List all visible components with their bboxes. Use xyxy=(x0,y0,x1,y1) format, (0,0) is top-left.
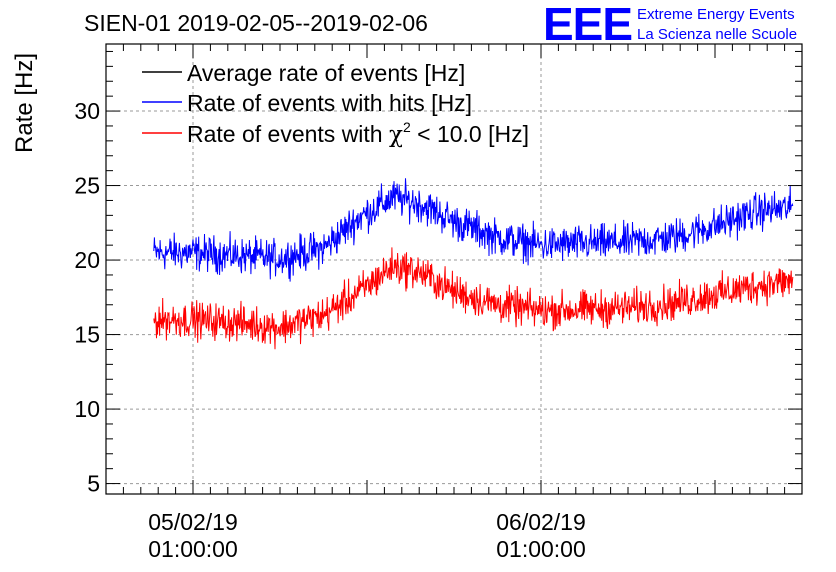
y-tick-label: 30 xyxy=(74,98,100,124)
y-tick-labels: 5 10 15 20 25 30 xyxy=(74,98,100,497)
x-tick-label-time: 01:00:00 xyxy=(148,536,238,562)
x-tick-label-date: 06/02/19 xyxy=(496,509,586,535)
chart-title: SIEN-01 2019-02-05--2019-02-06 xyxy=(84,10,428,36)
x-tick-label-time: 01:00:00 xyxy=(496,536,586,562)
legend-label-chi2-suffix: < 10.0 [Hz] xyxy=(411,121,529,147)
y-tick-label: 20 xyxy=(74,247,100,273)
series-line xyxy=(153,247,794,350)
y-tick-label: 15 xyxy=(74,322,100,348)
ticks xyxy=(105,44,803,494)
logo-line-2: La Scienza nelle Scuole xyxy=(637,26,797,43)
logo-line-1: Extreme Energy Events xyxy=(637,6,795,23)
x-tick-label-date: 05/02/19 xyxy=(148,509,238,535)
y-tick-label: 5 xyxy=(87,471,100,497)
logo-mark: EEE xyxy=(543,0,632,50)
y-tick-label: 10 xyxy=(74,396,100,422)
series-line xyxy=(153,178,794,282)
legend-label-average: Average rate of events [Hz] xyxy=(187,60,465,86)
y-axis-label: Rate [Hz] xyxy=(11,53,38,153)
eee-logo: EEE Extreme Energy Events La Scienza nel… xyxy=(543,0,797,50)
series-layer xyxy=(153,178,794,350)
chi-superscript: 2 xyxy=(403,119,411,135)
legend-label-hits: Rate of events with hits [Hz] xyxy=(187,90,472,116)
legend: Average rate of events [Hz] Rate of even… xyxy=(142,60,529,148)
legend-label-chi2-prefix: Rate of events with xyxy=(187,121,389,147)
chi-symbol: χ xyxy=(389,122,403,148)
legend-label-chi2: Rate of events with χ2 < 10.0 [Hz] xyxy=(187,119,529,148)
y-tick-label: 25 xyxy=(74,173,100,199)
